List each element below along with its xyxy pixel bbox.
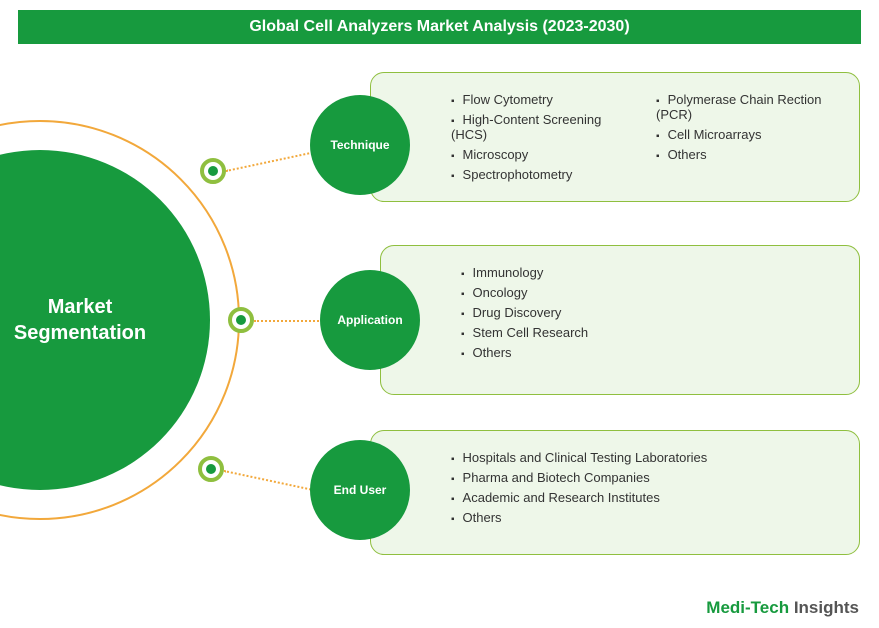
- list-item: Oncology: [461, 285, 845, 300]
- list-item: Spectrophotometry: [451, 167, 626, 182]
- page-title: Global Cell Analyzers Market Analysis (2…: [249, 18, 629, 36]
- connector-technique: [226, 149, 324, 172]
- list-item: Pharma and Biotech Companies: [451, 470, 845, 485]
- connector-enduser: [224, 470, 322, 493]
- list-item: Stem Cell Research: [461, 325, 845, 340]
- orbit-node-enduser: [198, 456, 224, 482]
- list-item: Cell Microarrays: [656, 127, 845, 142]
- list-item: Hospitals and Clinical Testing Laborator…: [451, 450, 845, 465]
- list: Immunology Oncology Drug Discovery Stem Cel…: [461, 265, 845, 360]
- title-bar: Global Cell Analyzers Market Analysis (2…: [18, 10, 861, 44]
- footer-brand: Medi-Tech Insights: [706, 598, 859, 618]
- panel-application: Immunology Oncology Drug Discovery Stem Cel…: [380, 245, 860, 395]
- brand-part1: Medi-Tech: [706, 598, 789, 617]
- list: Hospitals and Clinical Testing Laborator…: [451, 450, 845, 525]
- segment-circle-technique: Technique: [310, 95, 410, 195]
- hub-label: MarketSegmentation: [14, 294, 146, 346]
- list-item: Others: [461, 345, 845, 360]
- panel-enduser: Hospitals and Clinical Testing Laborator…: [370, 430, 860, 555]
- list-item: Flow Cytometry: [451, 92, 626, 107]
- list: Flow Cytometry High-Content Screening (HC…: [451, 87, 626, 187]
- list-item: Others: [656, 147, 845, 162]
- orbit-node-application: [228, 307, 254, 333]
- list-item: Polymerase Chain Rection (PCR): [656, 92, 845, 122]
- panel-technique: Flow Cytometry High-Content Screening (HC…: [370, 72, 860, 202]
- orbit-node-technique: [200, 158, 226, 184]
- list-item: Others: [451, 510, 845, 525]
- list: Polymerase Chain Rection (PCR) Cell Micro…: [656, 87, 845, 187]
- list-item: High-Content Screening (HCS): [451, 112, 626, 142]
- list-item: Academic and Research Institutes: [451, 490, 845, 505]
- list-item: Microscopy: [451, 147, 626, 162]
- list-item: Immunology: [461, 265, 845, 280]
- segment-circle-application: Application: [320, 270, 420, 370]
- segment-circle-enduser: End User: [310, 440, 410, 540]
- brand-part2: Insights: [789, 598, 859, 617]
- list-item: Drug Discovery: [461, 305, 845, 320]
